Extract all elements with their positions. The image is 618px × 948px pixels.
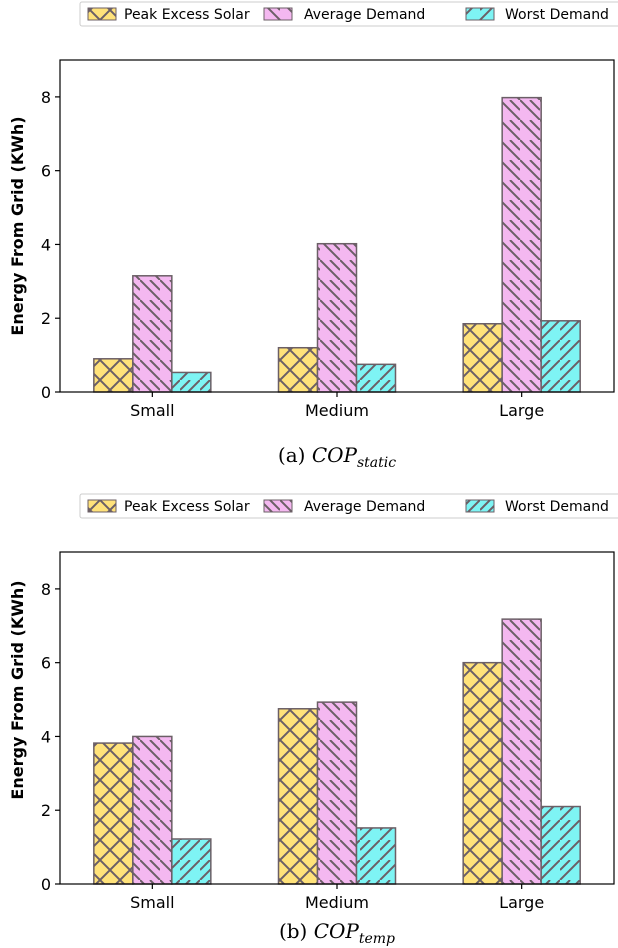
bar-hatch [132, 275, 173, 393]
caption: (a) COPstatic [278, 443, 396, 471]
bar-hatch [316, 701, 358, 885]
hatch-overlay [87, 499, 117, 513]
y-tick-label: 2 [41, 309, 51, 328]
legend-item-average: Average Demand [263, 7, 425, 23]
hatch-overlay [87, 7, 117, 21]
y-tick-label: 0 [41, 875, 51, 894]
x-tick-label: Medium [305, 401, 369, 420]
caption-main: COP [314, 919, 360, 943]
chart-panel-b: Peak Excess Solar Average Demand Worst D… [8, 493, 618, 947]
y-tick-label: 8 [41, 88, 51, 107]
bar-hatch [93, 358, 134, 393]
y-tick-label: 0 [41, 383, 51, 402]
x-tick-label: Large [499, 401, 544, 420]
y-tick-label: 6 [41, 162, 51, 181]
y-tick-label: 6 [41, 654, 51, 673]
legend-label-average: Average Demand [304, 7, 425, 23]
bar-hatch [132, 735, 173, 885]
bar-hatch [93, 742, 134, 885]
bar-hatch [540, 805, 581, 885]
x-tick-label: Small [130, 893, 174, 912]
legend-label-worst: Worst Demand [505, 7, 609, 23]
caption-prefix: (b) [279, 919, 314, 943]
plot-area: 0 2 4 6 8 Small Medium Large [41, 59, 615, 420]
bar-hatch [540, 320, 581, 393]
y-tick-label: 8 [41, 580, 51, 599]
plot-area: 0 2 4 6 8 Small Medium Large [41, 551, 615, 912]
legend-label-peak: Peak Excess Solar [124, 7, 250, 23]
y-tick-label: 2 [41, 801, 51, 820]
x-tick-label: Small [130, 401, 174, 420]
hatch-overlay [263, 499, 293, 513]
hatch-overlay [465, 7, 495, 21]
legend-item-peak: Peak Excess Solar [87, 7, 250, 23]
y-tick-label: 4 [41, 727, 51, 746]
legend-label-peak: Peak Excess Solar [124, 499, 250, 515]
bar-hatch [277, 346, 319, 393]
legend-item-worst: Worst Demand [465, 499, 609, 515]
caption-subscript: temp [359, 931, 395, 947]
bar-hatch [355, 363, 397, 393]
caption-prefix: (a) [278, 443, 312, 467]
legend-item-average: Average Demand [263, 499, 425, 515]
hatch-overlay [263, 7, 293, 21]
legend: Peak Excess Solar Average Demand Worst D… [79, 1, 618, 27]
bar-hatch [501, 96, 542, 393]
x-tick-label: Large [499, 893, 544, 912]
legend-item-peak: Peak Excess Solar [87, 499, 250, 515]
legend-label-average: Average Demand [304, 499, 425, 515]
bar-hatch [277, 708, 319, 885]
caption: (b) COPtemp [279, 919, 395, 947]
caption-subscript: static [357, 455, 396, 471]
bar-hatch [171, 838, 212, 885]
chart-panel-a: Peak Excess Solar Average Demand Worst D… [8, 1, 618, 471]
legend-label-worst: Worst Demand [505, 499, 609, 515]
y-tick-label: 4 [41, 235, 51, 254]
bar-hatch [355, 827, 397, 885]
bar-hatch [462, 661, 503, 885]
bar-hatch [501, 618, 542, 885]
bar-hatch [171, 371, 212, 393]
caption-main: COP [312, 443, 358, 467]
bar-hatch [316, 242, 358, 393]
legend: Peak Excess Solar Average Demand Worst D… [79, 493, 618, 519]
y-axis-label: Energy From Grid (KWh) [8, 116, 27, 335]
y-axis-label: Energy From Grid (KWh) [8, 580, 27, 799]
x-tick-label: Medium [305, 893, 369, 912]
bar-hatch [462, 323, 503, 393]
legend-item-worst: Worst Demand [465, 7, 609, 23]
hatch-overlay [465, 499, 495, 513]
